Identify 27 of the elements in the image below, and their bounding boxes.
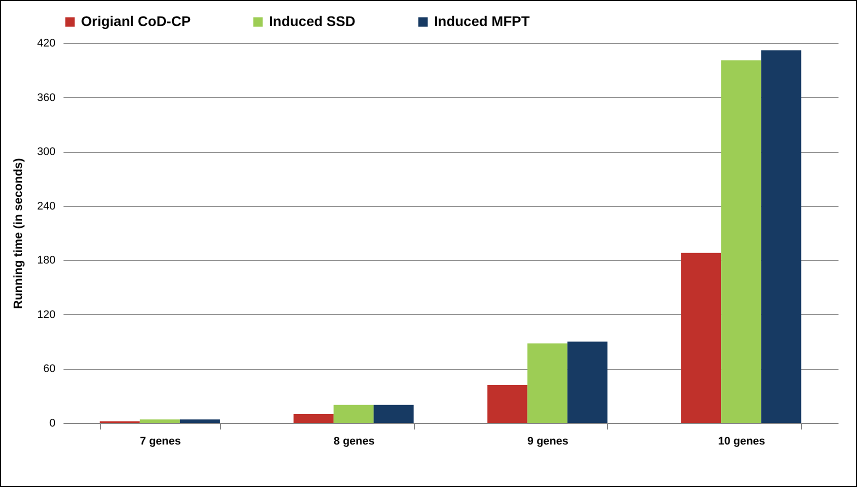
bar (527, 343, 568, 423)
y-tick-label: 60 (43, 363, 56, 376)
y-tick-label: 0 (49, 418, 56, 430)
bar (140, 419, 180, 423)
x-tick-label: 9 genes (527, 436, 568, 448)
x-tick-label: 10 genes (718, 436, 766, 448)
bar (761, 50, 802, 423)
y-tick-label: 180 (37, 254, 56, 267)
y-tick-label: 360 (37, 92, 56, 104)
x-tick-label: 8 genes (334, 436, 375, 448)
y-axis-title: Running time (in seconds) (11, 158, 26, 309)
bar (681, 252, 722, 423)
legend-label: Induced SSD (269, 13, 356, 29)
bar (294, 414, 334, 423)
bar (334, 404, 374, 423)
bar (374, 404, 414, 423)
legend-label: Origianl CoD-CP (81, 13, 191, 29)
y-tick-label: 120 (37, 308, 56, 321)
bar (721, 60, 762, 423)
bar (567, 342, 608, 423)
bar (487, 385, 528, 423)
y-tick-label: 420 (37, 38, 56, 50)
x-tick-label: 7 genes (140, 436, 181, 448)
legend-label: Induced MFPT (434, 13, 530, 29)
bar (180, 419, 220, 423)
y-tick-label: 300 (37, 146, 56, 158)
y-tick-label: 240 (37, 200, 56, 212)
